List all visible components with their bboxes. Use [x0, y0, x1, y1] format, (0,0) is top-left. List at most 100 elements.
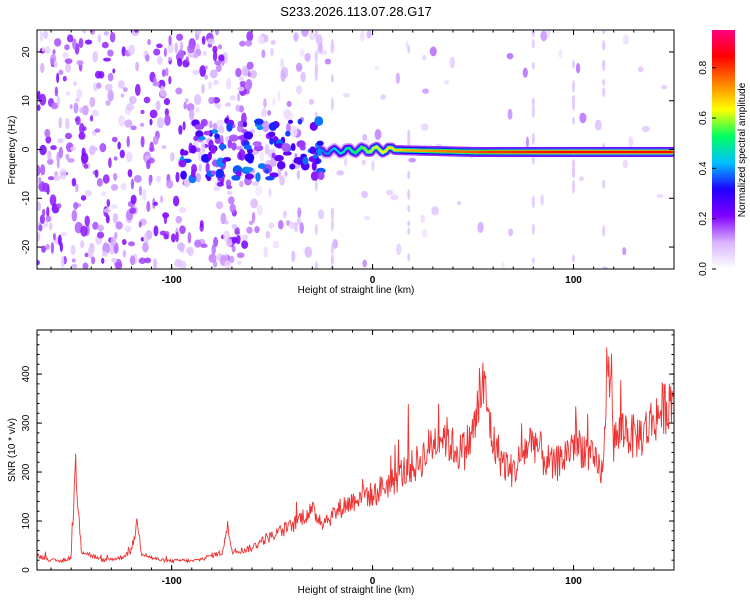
spectrogram-streak — [532, 39, 535, 48]
spectrogram-blob — [296, 63, 302, 72]
spectrogram-blob — [57, 138, 63, 143]
spectrogram-blob — [139, 221, 142, 227]
spectrogram-blob — [280, 58, 284, 69]
spectrogram-blob — [259, 152, 264, 163]
spectrogram-blob — [272, 97, 276, 107]
carrier-blob — [214, 133, 220, 139]
y-tick-label: 0 — [21, 567, 32, 573]
spectrogram-blob — [141, 136, 145, 148]
spectrogram-blob — [117, 142, 121, 150]
spectrogram-blob — [112, 68, 115, 73]
y-tick-label: 10 — [21, 95, 32, 107]
spectrogram-blob — [64, 44, 69, 50]
spectrogram-blob — [108, 73, 114, 81]
carrier-blob — [258, 163, 266, 169]
spectrogram-blob — [160, 195, 163, 203]
spectrogram-blob — [287, 101, 292, 107]
spectrogram-blob — [128, 45, 135, 55]
spectrogram-blob — [92, 110, 99, 117]
spectrogram-blob — [280, 70, 285, 82]
carrier-blob — [245, 153, 255, 162]
spectrogram-blob — [38, 177, 41, 185]
spectrogram-blob — [42, 209, 45, 217]
spectrogram-blob — [235, 230, 240, 235]
carrier-blob — [179, 160, 187, 168]
spectrogram-blob — [246, 31, 253, 42]
spectrogram-blob — [177, 58, 182, 67]
spectrogram-blob — [105, 84, 113, 91]
spectrogram-blob — [97, 232, 104, 239]
spectrogram-blob — [40, 164, 45, 175]
colorbar-tick-label: 0.0 — [698, 262, 709, 276]
spectrogram-blob — [124, 119, 132, 127]
spectrogram-blob — [131, 195, 137, 204]
spectrogram-blob — [48, 176, 54, 180]
spectrogram-streak — [602, 79, 605, 86]
spectrogram-blob — [66, 91, 71, 95]
spectrogram-blob — [168, 57, 172, 61]
spectrogram-blob — [237, 87, 245, 92]
colorbar-tick-label: 0.2 — [698, 211, 709, 225]
carrier-blob — [226, 122, 232, 132]
spectrogram-streak — [407, 129, 410, 137]
spectrogram-blob — [72, 178, 77, 187]
spectrogram-blob — [386, 190, 393, 196]
spectrogram-blob — [112, 137, 118, 143]
spectrogram-blob — [82, 126, 86, 131]
spectrogram-blob — [194, 240, 201, 248]
spectrogram-blob — [232, 224, 238, 229]
spectrogram-streak — [407, 253, 410, 261]
spectrogram-blob — [73, 102, 78, 113]
spectrogram-blob — [58, 117, 62, 128]
spectrogram-blob — [153, 258, 157, 269]
spectrogram-blob — [200, 220, 204, 228]
carrier-blob — [289, 164, 295, 170]
spectrogram-blob — [207, 38, 215, 44]
spectrogram-blob — [297, 170, 300, 180]
spectrogram-blob — [166, 180, 173, 189]
spectrogram-blob — [579, 113, 586, 124]
spectrogram-blob — [422, 229, 428, 238]
spectrogram-blob — [309, 31, 315, 40]
spectrogram-blob — [40, 63, 44, 73]
spectrogram-blob — [164, 212, 167, 224]
spectrogram-blob — [99, 143, 106, 152]
spectrogram-blob — [98, 225, 104, 232]
spectrogram-blob — [65, 58, 73, 64]
spectrogram-blob — [149, 119, 152, 126]
spectrogram-blob — [62, 52, 68, 58]
spectrogram-blob — [422, 55, 426, 61]
spectrogram-blob — [216, 119, 224, 126]
spectrogram-blob — [59, 70, 64, 76]
spectrogram-blob — [193, 70, 200, 75]
spectrogram-streak — [407, 205, 410, 212]
spectrogram-blob — [236, 235, 241, 244]
spectrogram-blob — [291, 251, 295, 262]
y-tick-label: 200 — [21, 463, 32, 480]
spectrogram-blob — [214, 61, 221, 66]
carrier-blob — [182, 150, 189, 155]
spectrogram-blob — [113, 173, 117, 181]
spectrogram-blob — [208, 97, 215, 104]
spectrogram-blob — [156, 100, 161, 110]
spectrogram-blob — [271, 40, 276, 45]
spectrogram-blob — [477, 222, 483, 233]
spectrogram-blob — [120, 150, 125, 159]
spectrogram-blob — [113, 213, 118, 224]
spectrogram-blob — [101, 191, 106, 196]
spectrogram-blob — [540, 31, 547, 42]
spectrogram-blob — [37, 91, 40, 101]
spectrogram-blob — [121, 183, 127, 190]
spectrogram-blob — [130, 255, 135, 265]
spectrogram-blob — [268, 222, 274, 229]
spectrogram-blob — [450, 57, 455, 69]
spectrogram-blob — [79, 38, 84, 48]
spectrogram-blob — [245, 40, 252, 47]
spectrogram-blob — [239, 181, 243, 188]
spectrogram-streak — [532, 196, 535, 209]
spectrogram-blob — [194, 94, 201, 105]
spectrogram-blob — [85, 253, 89, 257]
spectrogram-streak — [331, 39, 334, 50]
spectrogram-blob — [108, 157, 111, 168]
